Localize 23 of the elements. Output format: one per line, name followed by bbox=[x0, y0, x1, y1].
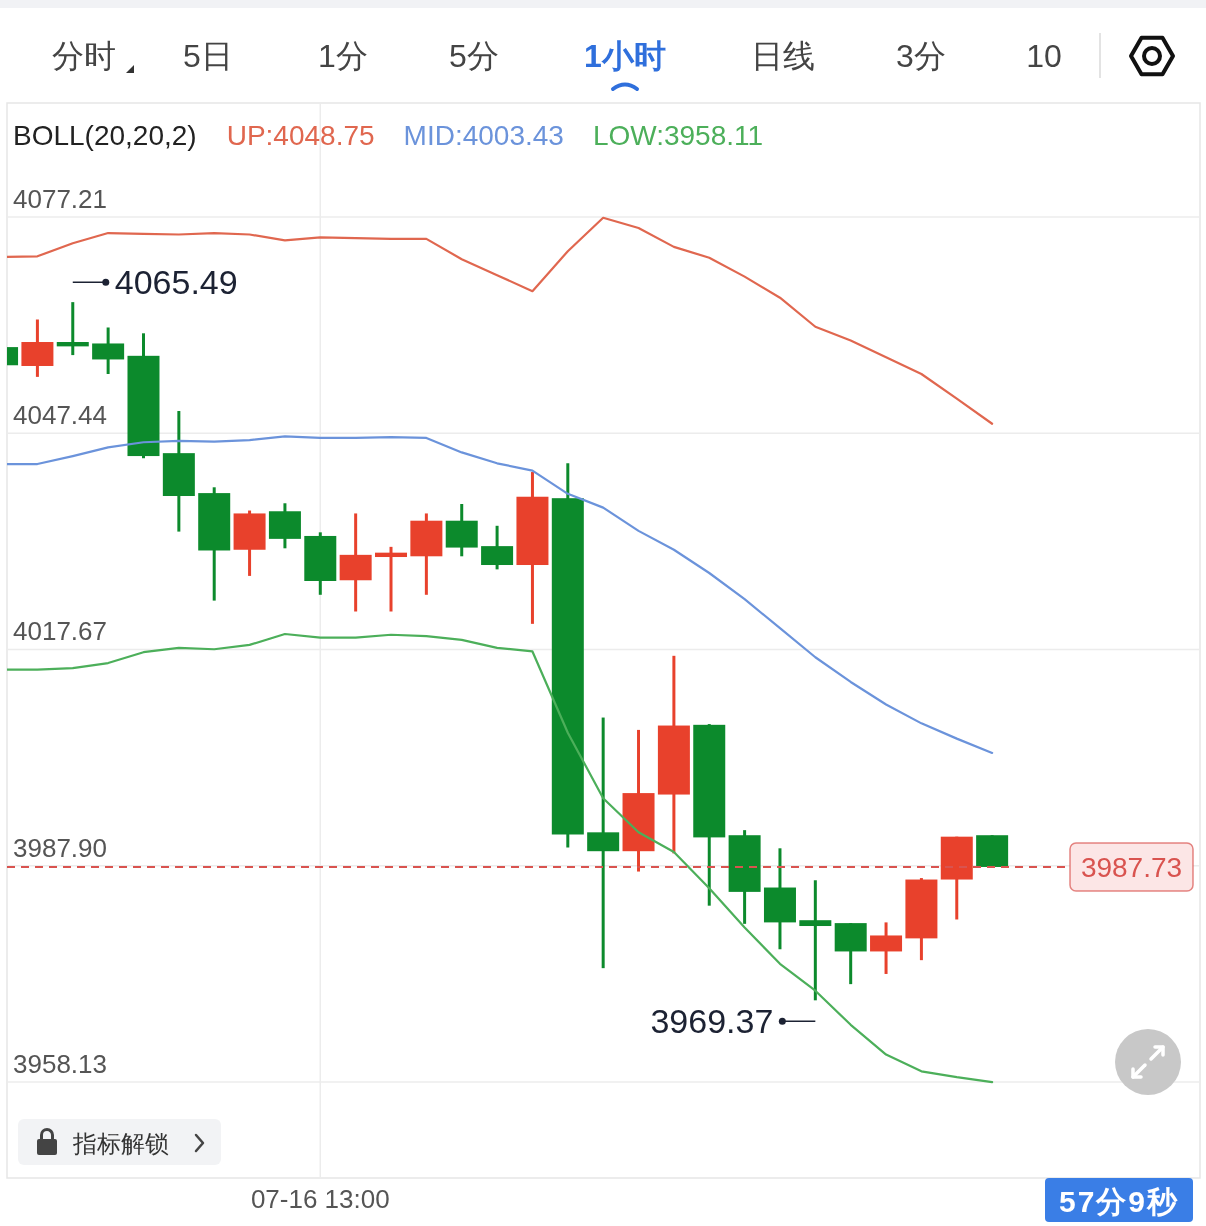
y-tick-label: 4047.44 bbox=[13, 400, 107, 431]
text: 1小时 bbox=[584, 38, 666, 74]
y-tick-label: 4017.67 bbox=[13, 616, 107, 647]
text: 57分9秒 bbox=[1058, 1185, 1180, 1218]
text: 1分 bbox=[318, 38, 368, 74]
y-tick-label: 3958.13 bbox=[13, 1048, 107, 1079]
ref-line-label: 3987.73 bbox=[1080, 851, 1183, 883]
y-tick-label: 4077.21 bbox=[13, 184, 107, 215]
annotation: 3969.37 bbox=[650, 1002, 774, 1041]
annotation: 4065.49 bbox=[114, 263, 238, 302]
x-tick-label: 07-16 13:00 bbox=[250, 1184, 390, 1214]
text: 10 bbox=[1026, 38, 1062, 74]
text: 日线 bbox=[751, 38, 815, 74]
text: UP:4048.75 bbox=[226, 120, 375, 151]
text: 5日 bbox=[183, 38, 233, 74]
text: 分时 bbox=[52, 38, 116, 74]
text: 5分 bbox=[449, 38, 499, 74]
text: LOW:3958.11 bbox=[592, 120, 764, 151]
text: MID:4003.43 bbox=[403, 120, 564, 151]
y-tick-label: 3987.90 bbox=[13, 832, 107, 863]
text: 3分 bbox=[896, 38, 946, 74]
annotation: 指标解锁 bbox=[72, 1130, 169, 1157]
legend-title: BOLL(20,20,2) bbox=[13, 120, 197, 151]
